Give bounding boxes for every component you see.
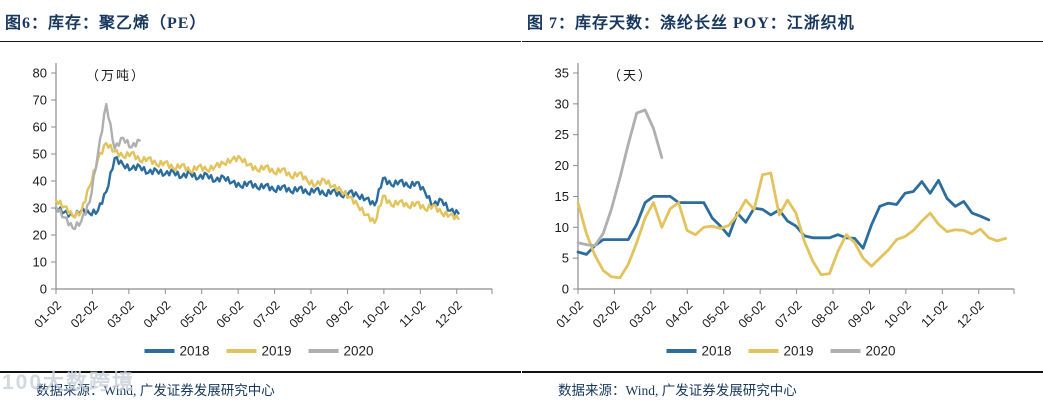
svg-text:06-02: 06-02 xyxy=(214,298,247,331)
svg-text:（天）: （天） xyxy=(608,68,653,83)
svg-text:11-02: 11-02 xyxy=(919,298,951,330)
svg-text:04-02: 04-02 xyxy=(141,298,174,331)
svg-text:12-02: 12-02 xyxy=(954,298,987,331)
svg-text:2018: 2018 xyxy=(180,344,210,359)
svg-text:09-02: 09-02 xyxy=(845,298,878,331)
svg-text:02-02: 02-02 xyxy=(68,298,101,331)
svg-text:0: 0 xyxy=(40,282,47,297)
svg-text:08-02: 08-02 xyxy=(287,298,320,331)
svg-text:04-02: 04-02 xyxy=(663,298,696,331)
svg-text:60: 60 xyxy=(33,120,47,135)
svg-text:2020: 2020 xyxy=(344,344,374,359)
svg-text:35: 35 xyxy=(555,66,569,81)
chart-legend: 2018 2019 2020 xyxy=(144,344,374,359)
svg-text:2020: 2020 xyxy=(866,344,896,359)
svg-text:15: 15 xyxy=(555,189,569,204)
svg-text:20: 20 xyxy=(33,228,47,243)
svg-text:07-02: 07-02 xyxy=(250,298,283,331)
svg-text:05-02: 05-02 xyxy=(699,298,732,331)
svg-text:06-02: 06-02 xyxy=(736,298,769,331)
svg-text:12-02: 12-02 xyxy=(432,298,465,331)
svg-text:5: 5 xyxy=(562,251,569,266)
svg-text:01-02: 01-02 xyxy=(32,298,65,331)
svg-text:03-02: 03-02 xyxy=(626,298,659,331)
figure-7-source: 数据来源：Wind, 广发证券发展研究中心 xyxy=(522,371,1043,399)
svg-text:80: 80 xyxy=(33,66,47,81)
svg-text:50: 50 xyxy=(33,147,47,162)
svg-text:11-02: 11-02 xyxy=(397,298,429,330)
figure-7-poy-inventory-days: 图 7：库存天数：涤纶长丝 POY：江浙织机 0 5 10 15 20 25 30 35 01-… xyxy=(522,0,1043,400)
svg-text:05-02: 05-02 xyxy=(177,298,210,331)
svg-text:10-02: 10-02 xyxy=(881,298,914,331)
svg-text:20: 20 xyxy=(555,158,569,173)
figure-7-title: 图 7：库存天数：涤纶长丝 POY：江浙织机 xyxy=(522,0,1043,42)
svg-text:30: 30 xyxy=(33,201,47,216)
svg-text:25: 25 xyxy=(555,127,569,142)
figure-6-title: 图6：库存：聚乙烯（PE） xyxy=(0,0,521,42)
figure-6-source: 数据来源：Wind, 广发证券发展研究中心 xyxy=(0,371,521,399)
svg-text:10: 10 xyxy=(555,220,569,235)
svg-text:08-02: 08-02 xyxy=(809,298,842,331)
svg-text:2019: 2019 xyxy=(262,344,292,359)
svg-text:2019: 2019 xyxy=(784,344,814,359)
pe-inventory-chart: 0 10 20 30 40 50 60 70 80 01-02 02-02 03-02 04-02 05-… xyxy=(32,63,493,359)
svg-text:10-02: 10-02 xyxy=(359,298,392,331)
svg-text:09-02: 09-02 xyxy=(323,298,356,331)
svg-text:70: 70 xyxy=(33,93,47,108)
svg-text:02-02: 02-02 xyxy=(590,298,623,331)
svg-text:30: 30 xyxy=(555,96,569,111)
svg-text:2018: 2018 xyxy=(702,344,732,359)
svg-text:0: 0 xyxy=(562,282,569,297)
svg-text:07-02: 07-02 xyxy=(772,298,805,331)
svg-text:01-02: 01-02 xyxy=(554,298,587,331)
chart-legend: 2018 2019 2020 xyxy=(666,344,896,359)
figure-6-pe-inventory: 图6：库存：聚乙烯（PE） 0 10 20 30 40 50 60 70 80 01-02 02-0… xyxy=(0,0,521,400)
svg-text:10: 10 xyxy=(33,255,47,270)
svg-text:40: 40 xyxy=(33,174,47,189)
svg-text:03-02: 03-02 xyxy=(104,298,137,331)
svg-text:（万吨）: （万吨） xyxy=(86,68,146,83)
